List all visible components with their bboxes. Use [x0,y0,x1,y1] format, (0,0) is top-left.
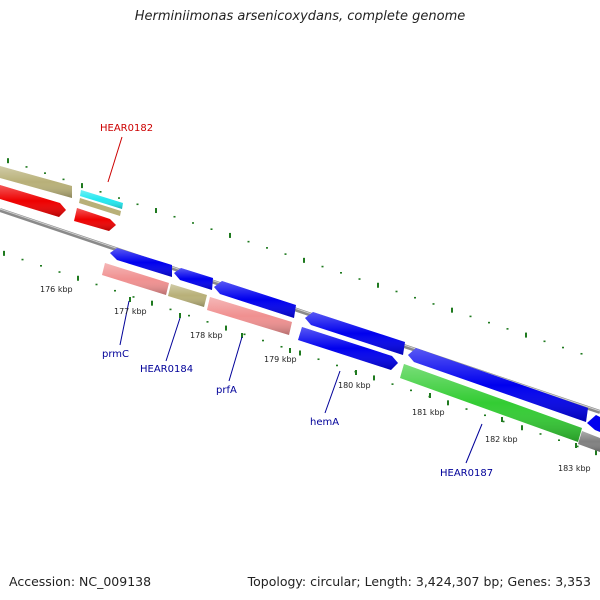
feature-inner-olive-HEAR0184[interactable] [168,284,207,307]
feature-inner-pink-prfA[interactable] [207,297,292,335]
tick-label: 181 kbp [412,408,445,417]
tick-label: 179 kbp [264,355,297,364]
feature-inner-blue-cds-6[interactable] [587,415,600,432]
feature-inner-blue-cds-3[interactable] [214,281,296,318]
gene-labels: HEAR0182 prmC HEAR0184 prfA hemA HEAR018… [100,123,493,479]
map-title: Herminiimonas arsenicoxydans, complete g… [134,9,466,24]
gene-label-HEAR0184[interactable]: HEAR0184 [140,364,193,375]
feature-inner-grey-cds[interactable] [578,431,600,452]
gene-label-hemA[interactable]: hemA [310,417,339,428]
tick-label: 178 kbp [190,331,223,340]
genome-summary-text: Topology: circular; Length: 3,424,307 bp… [247,574,591,589]
gene-label-prmC[interactable]: prmC [102,349,129,360]
feature-inner-blue-cds-4[interactable] [305,312,405,355]
feature-inner-blue-hemA[interactable] [298,327,398,370]
gene-label-HEAR0187[interactable]: HEAR0187 [440,468,493,479]
feature-inner-green-HEAR0187[interactable] [400,364,582,442]
feature-outer-rrna-2[interactable] [79,198,121,216]
feature-inner-blue-cds-5[interactable] [408,348,588,422]
tick-labels: 176 kbp 177 kbp 178 kbp 179 kbp 180 kbp … [40,285,591,473]
label-leaders [107,136,483,464]
feature-outer-red-cds-2[interactable] [74,208,116,231]
tick-label: 182 kbp [485,435,518,444]
gene-label-prfA[interactable]: prfA [216,385,237,396]
gene-label-HEAR0182[interactable]: HEAR0182 [100,123,153,134]
outer-features [0,166,123,231]
inner-features [102,248,600,452]
feature-inner-pink-prmC[interactable] [102,263,169,295]
feature-inner-blue-cds-1[interactable] [110,248,172,277]
tick-rings [3,158,597,456]
feature-outer-trna-HEAR0182[interactable] [80,190,123,209]
tick-label: 176 kbp [40,285,73,294]
feature-outer-red-cds-1[interactable] [0,185,66,217]
tick-label: 183 kbp [558,464,591,473]
tick-label: 177 kbp [114,307,147,316]
accession-text: Accession: NC_009138 [9,574,152,589]
feature-outer-rrna-1[interactable] [0,166,72,198]
feature-inner-blue-cds-2[interactable] [174,268,213,290]
tick-label: 180 kbp [338,381,371,390]
